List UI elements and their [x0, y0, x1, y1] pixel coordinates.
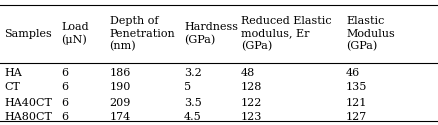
Text: 48: 48: [241, 68, 255, 78]
Text: 6: 6: [61, 112, 68, 122]
Text: HA80CT: HA80CT: [4, 112, 52, 122]
Text: 128: 128: [241, 82, 262, 92]
Text: Depth of
Penetration
(nm): Depth of Penetration (nm): [110, 16, 175, 51]
Text: 123: 123: [241, 112, 262, 122]
Text: 6: 6: [61, 98, 68, 108]
Text: Hardness
(GPa): Hardness (GPa): [184, 22, 238, 45]
Text: Samples: Samples: [4, 29, 52, 39]
Text: 46: 46: [346, 68, 360, 78]
Text: Reduced Elastic
modulus, Er
(GPa): Reduced Elastic modulus, Er (GPa): [241, 16, 332, 51]
Text: 6: 6: [61, 82, 68, 92]
Text: 174: 174: [110, 112, 131, 122]
Text: 4.5: 4.5: [184, 112, 202, 122]
Text: Elastic
Modulus
(GPa): Elastic Modulus (GPa): [346, 16, 395, 51]
Text: 3.2: 3.2: [184, 68, 202, 78]
Text: CT: CT: [4, 82, 20, 92]
Text: 5: 5: [184, 82, 191, 92]
Text: HA40CT: HA40CT: [4, 98, 52, 108]
Text: 135: 135: [346, 82, 367, 92]
Text: 3.5: 3.5: [184, 98, 202, 108]
Text: 209: 209: [110, 98, 131, 108]
Text: HA: HA: [4, 68, 22, 78]
Text: 186: 186: [110, 68, 131, 78]
Text: 121: 121: [346, 98, 367, 108]
Text: 6: 6: [61, 68, 68, 78]
Text: 190: 190: [110, 82, 131, 92]
Text: 122: 122: [241, 98, 262, 108]
Text: 127: 127: [346, 112, 367, 122]
Text: Load
(μN): Load (μN): [61, 22, 89, 45]
